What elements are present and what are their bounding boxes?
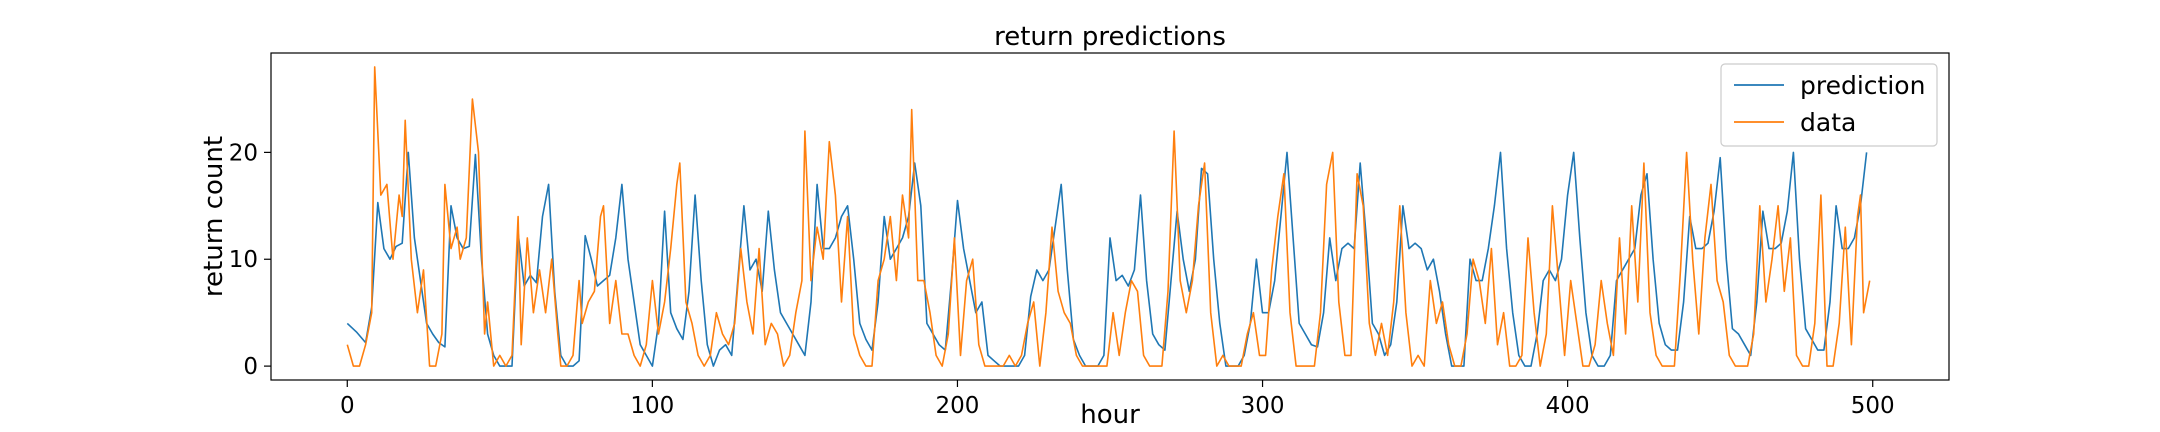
y-tick-label: 0 — [243, 354, 258, 380]
x-tick-label: 100 — [630, 393, 674, 419]
axes-frame — [270, 52, 1950, 381]
legend-label-data: data — [1800, 108, 1856, 137]
chart-title: return predictions — [994, 22, 1226, 52]
ticks-layer: 0 100 200 300 400 500 0 10 20 — [229, 140, 1895, 419]
legend-label-prediction: prediction — [1800, 71, 1925, 100]
x-tick-label: 0 — [340, 393, 355, 419]
series-line-data — [346, 66, 1871, 367]
y-tick-label: 20 — [229, 140, 258, 166]
series-line-prediction — [346, 151, 1868, 367]
legend: prediction data — [1720, 63, 1938, 147]
x-tick-label: 300 — [1241, 393, 1285, 419]
y-tick-label: 10 — [229, 247, 258, 273]
x-tick-label: 200 — [936, 393, 980, 419]
x-tick-label: 500 — [1851, 393, 1895, 419]
x-axis-label: hour — [1080, 400, 1140, 430]
y-axis-label: return count — [199, 136, 229, 297]
x-tick-label: 400 — [1546, 393, 1590, 419]
series-layer — [346, 66, 1871, 367]
